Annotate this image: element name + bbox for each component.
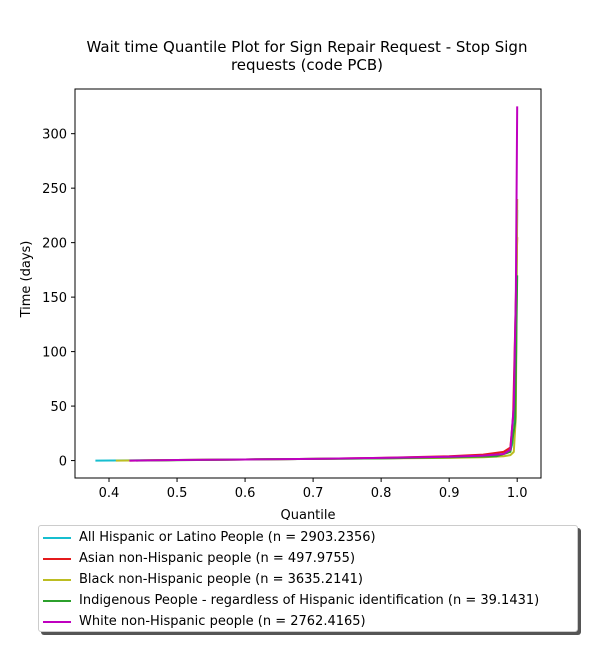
x-tick-label: 0.4 bbox=[99, 486, 120, 501]
chart-title-line-2: requests (code PCB) bbox=[231, 56, 383, 74]
legend-swatch-asian bbox=[43, 557, 71, 560]
legend-item-asian: Asian non-Hispanic people (n = 497.9755) bbox=[39, 548, 355, 569]
legend-swatch-white bbox=[43, 620, 71, 623]
series-line-3 bbox=[136, 275, 519, 462]
x-axis-label: Quantile bbox=[281, 508, 336, 520]
plot-area bbox=[95, 106, 519, 462]
x-tick-label: 0.7 bbox=[303, 486, 324, 501]
y-axis-label: Time (days) bbox=[19, 241, 34, 319]
x-tick-label: 0.5 bbox=[167, 486, 188, 501]
series-line-4 bbox=[129, 106, 519, 462]
legend: All Hispanic or Latino People (n = 2903.… bbox=[38, 525, 578, 632]
x-tick-label: 0.6 bbox=[235, 486, 256, 501]
axis-ticks: 0.4 0.5 0.6 0.7 0.8 0.9 1.0 0 50 100 150 200 250 300 bbox=[42, 128, 527, 501]
legend-item-hispanic: All Hispanic or Latino People (n = 2903.… bbox=[39, 527, 376, 548]
x-tick-label: 0.8 bbox=[371, 486, 392, 501]
series-line-1 bbox=[129, 237, 519, 462]
series-line-0 bbox=[95, 209, 519, 462]
y-tick-label: 150 bbox=[42, 291, 67, 306]
chart-title-line-1: Wait time Quantile Plot for Sign Repair … bbox=[87, 38, 528, 56]
legend-label-indigenous: Indigenous People - regardless of Hispan… bbox=[79, 593, 540, 608]
legend-label-black: Black non-Hispanic people (n = 3635.2141… bbox=[79, 572, 363, 587]
legend-label-asian: Asian non-Hispanic people (n = 497.9755) bbox=[79, 551, 356, 566]
y-tick-label: 300 bbox=[42, 128, 67, 143]
legend-item-indigenous: Indigenous People - regardless of Hispan… bbox=[39, 590, 539, 611]
y-tick-label: 100 bbox=[42, 346, 67, 361]
y-tick-label: 50 bbox=[50, 400, 67, 415]
legend-item-black: Black non-Hispanic people (n = 3635.2141… bbox=[39, 569, 363, 590]
x-tick-label: 0.9 bbox=[439, 486, 460, 501]
legend-label-hispanic: All Hispanic or Latino People (n = 2903.… bbox=[79, 530, 376, 545]
y-tick-label: 250 bbox=[42, 182, 67, 197]
y-tick-label: 200 bbox=[42, 237, 67, 252]
plot-frame bbox=[74, 88, 542, 479]
x-tick-label: 1.0 bbox=[507, 486, 528, 501]
legend-item-white: White non-Hispanic people (n = 2762.4165… bbox=[39, 611, 366, 632]
y-tick-label: 0 bbox=[59, 455, 67, 470]
legend-swatch-hispanic bbox=[43, 536, 71, 539]
legend-label-white: White non-Hispanic people (n = 2762.4165… bbox=[79, 614, 366, 629]
legend-swatch-indigenous bbox=[43, 599, 71, 602]
series-line-2 bbox=[115, 199, 519, 462]
quantile-chart: Wait time Quantile Plot for Sign Repair … bbox=[19, 38, 542, 520]
legend-swatch-black bbox=[43, 578, 71, 581]
